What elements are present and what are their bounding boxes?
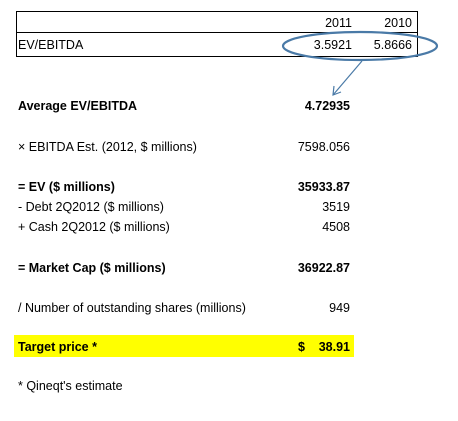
arrow-line [332, 60, 363, 96]
ev-ebitda-label: EV/EBITDA [18, 38, 84, 52]
average-ev-ebitda-value: 4.72935 [304, 99, 350, 113]
market-cap-value: 36922.87 [297, 261, 350, 275]
target-price-highlight [14, 335, 354, 357]
target-price-label: Target price * [18, 340, 97, 354]
ev-ebitda-2010-value: 5.8666 [373, 38, 412, 52]
year-2010-header: 2010 [384, 16, 412, 30]
ev-label: = EV ($ millions) [18, 180, 115, 194]
ebitda-estimate-value: 7598.056 [297, 140, 350, 154]
outstanding-shares-label: / Number of outstanding shares (millions… [18, 301, 246, 315]
cash-label: + Cash 2Q2012 ($ millions) [18, 220, 170, 234]
debt-value: 3519 [322, 200, 350, 214]
year-2011-header: 2011 [325, 16, 352, 30]
target-price-currency: $ [298, 340, 305, 354]
cash-value: 4508 [322, 220, 350, 234]
ebitda-estimate-label: × EBITDA Est. (2012, $ millions) [18, 140, 197, 154]
table-divider [17, 32, 417, 33]
arrow-head [332, 85, 342, 96]
average-ev-ebitda-label: Average EV/EBITDA [18, 99, 138, 113]
footnote: * Qineqt's estimate [18, 379, 123, 393]
target-price-value: 38.91 [318, 340, 350, 354]
market-cap-label: = Market Cap ($ millions) [18, 261, 166, 275]
debt-label: - Debt 2Q2012 ($ millions) [18, 200, 164, 214]
ev-ebitda-2011-value: 3.5921 [313, 38, 352, 52]
ev-value: 35933.87 [297, 180, 350, 194]
outstanding-shares-value: 949 [329, 301, 350, 315]
